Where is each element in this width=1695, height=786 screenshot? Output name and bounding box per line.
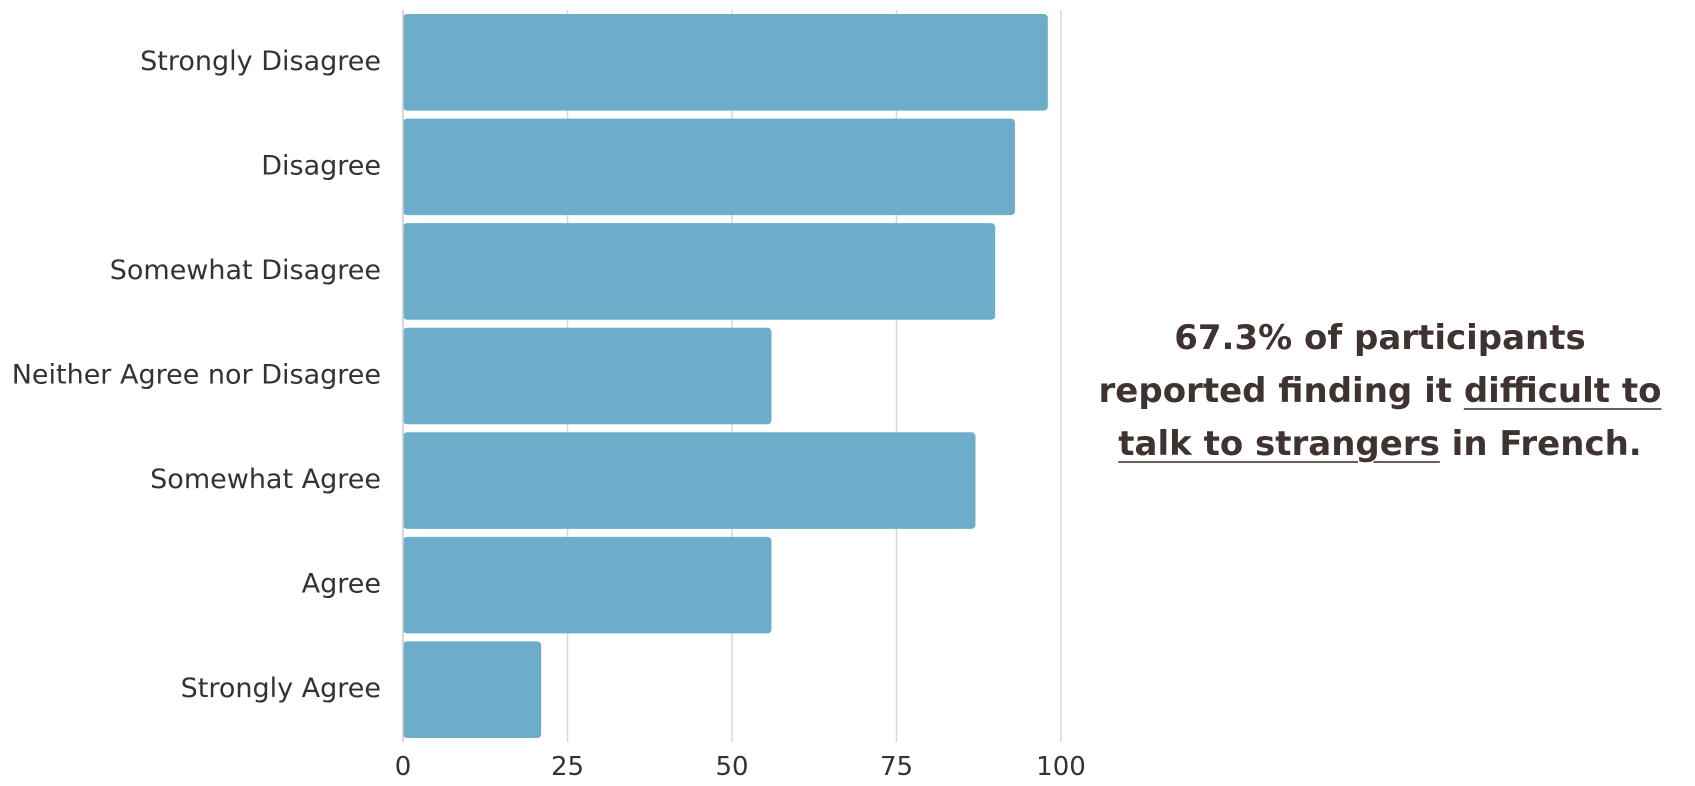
callout-highlight: difficult to talk to strangers bbox=[1118, 371, 1662, 464]
bar-strongly-agree bbox=[403, 641, 542, 738]
x-tick-label: 0 bbox=[395, 752, 412, 782]
bar-strongly-disagree bbox=[403, 14, 1048, 111]
bar-somewhat-disagree bbox=[403, 223, 996, 320]
callout-part2: in French. bbox=[1451, 424, 1642, 464]
bar-somewhat-agree bbox=[403, 432, 976, 529]
callout-text: 67.3% of participants reported finding i… bbox=[1090, 312, 1670, 471]
category-label: Somewhat Agree bbox=[150, 464, 381, 495]
x-tick-label: 75 bbox=[880, 752, 913, 782]
x-tick-label: 50 bbox=[715, 752, 748, 782]
category-label: Strongly Agree bbox=[181, 673, 381, 704]
bar-neither-agree-nor-disagree bbox=[403, 327, 772, 425]
category-label: Disagree bbox=[261, 150, 381, 181]
category-label: Strongly Disagree bbox=[140, 46, 381, 77]
bar-agree bbox=[403, 536, 772, 634]
bar-disagree bbox=[403, 118, 1015, 216]
callout-part1: 67.3% of participants reported finding i… bbox=[1098, 318, 1586, 411]
category-label: Agree bbox=[302, 569, 381, 600]
category-label: Somewhat Disagree bbox=[110, 255, 381, 286]
x-tick-label: 25 bbox=[551, 752, 584, 782]
x-tick-label: 100 bbox=[1036, 752, 1086, 782]
category-label: Neither Agree nor Disagree bbox=[12, 360, 381, 391]
